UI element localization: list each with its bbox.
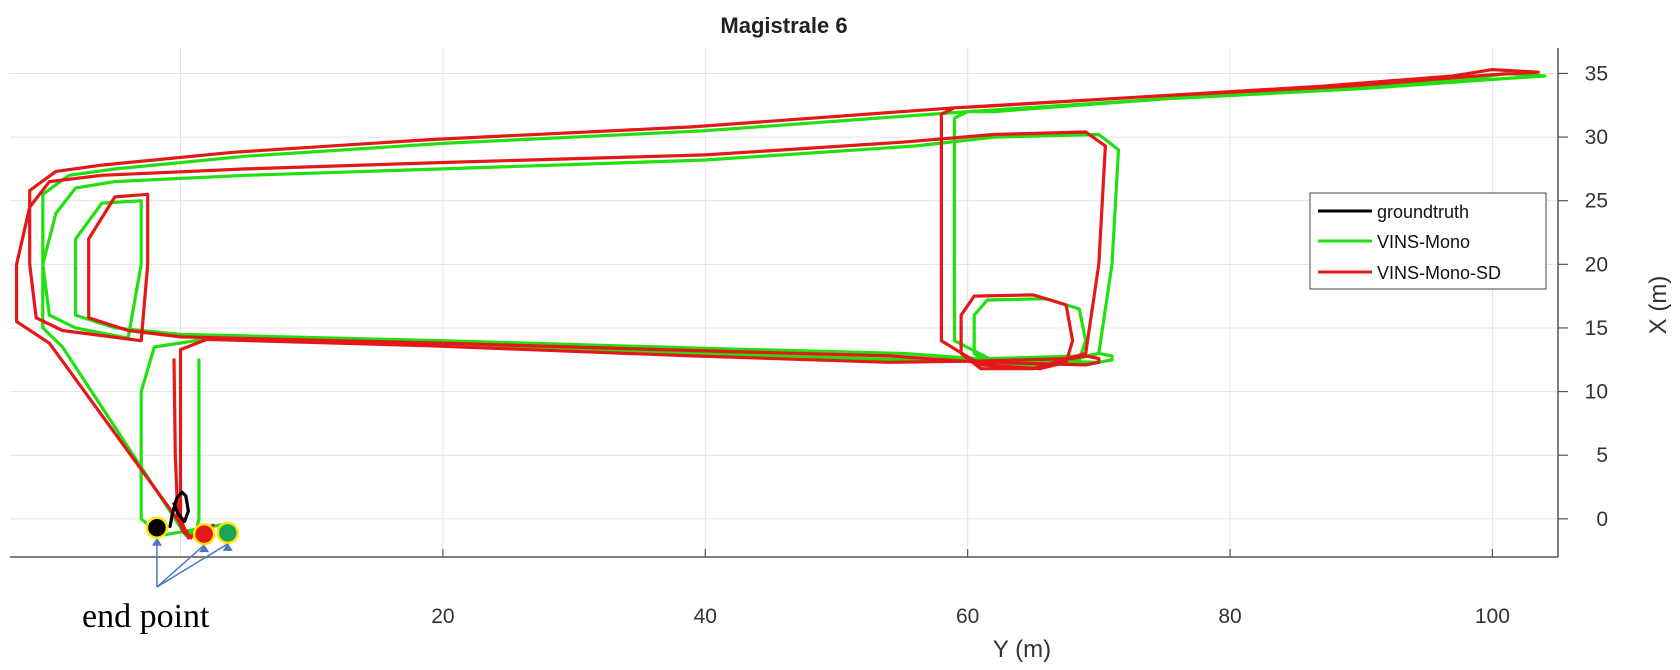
x-tick-label: 80 [1218,605,1241,628]
axes [10,48,1559,558]
x-tick-label: 100 [1475,605,1510,628]
grid [10,48,1558,557]
end-point-arrowhead [151,537,162,546]
end-point-marker-vins-mono-sd [192,522,216,546]
end-point-arrowhead [199,544,210,553]
y-tick-label: 15 [1585,317,1608,340]
plot-background [10,48,1558,558]
y-axis-label: X (m) [1645,276,1672,335]
y-tick-label: 30 [1585,126,1608,149]
y-ticks: 0 5 10 15 20 25 30 35 [1558,62,1608,531]
annotation-label: end point [82,598,210,635]
legend-label-groundtruth: groundtruth [1377,202,1469,222]
y-tick-label: 0 [1596,508,1608,531]
legend: groundtruth VINS-Mono VINS-Mono-SD [1309,192,1547,290]
y-tick-label: 10 [1585,381,1608,404]
series-line-vins-mono [41,71,1547,538]
end-point-annotation: end point [82,598,210,635]
x-tick-label: 60 [956,605,979,628]
end-points [145,516,240,588]
y-tick-label: 25 [1585,190,1608,213]
end-point-arrowhead [222,542,233,551]
end-point-marker-groundtruth [145,516,169,539]
y-tick-label: 20 [1585,253,1608,276]
y-tick-label: 35 [1585,62,1608,85]
legend-label-vins-mono-sd: VINS-Mono-SD [1377,263,1501,283]
x-tick-label: 20 [431,605,454,628]
end-point-arrow [156,544,205,588]
series-line-groundtruth [168,490,190,529]
legend-label-vins-mono: VINS-Mono [1377,232,1470,252]
end-point-arrow [156,543,229,588]
x-ticks: 20 40 60 80 100 [431,549,1510,628]
series-line-vins-mono-sd [15,67,1540,540]
x-axis-label: Y (m) [993,636,1051,663]
y-tick-label: 5 [1596,444,1608,467]
end-point-marker-vins-mono [216,521,240,545]
chart-title: Magistrale 6 [720,13,847,38]
x-tick-label: 40 [694,605,717,628]
series-layer [15,67,1547,540]
